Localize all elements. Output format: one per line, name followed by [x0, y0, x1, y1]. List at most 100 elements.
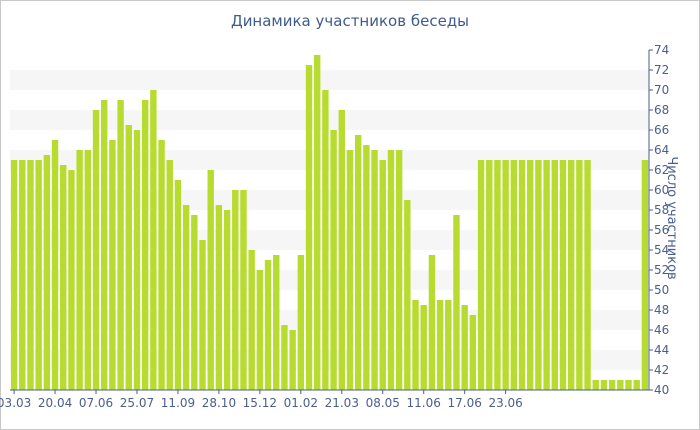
bar	[420, 305, 427, 390]
y-tick-label: 72	[654, 63, 669, 77]
x-tick-label: 21.03	[325, 396, 359, 410]
x-tick-label: 11.09	[161, 396, 195, 410]
bar	[338, 110, 345, 390]
grid-band	[10, 110, 649, 130]
bar	[305, 65, 313, 390]
bar	[445, 300, 452, 390]
y-tick-label: 64	[654, 143, 669, 157]
bar	[264, 260, 272, 390]
bar	[395, 150, 403, 390]
bar	[60, 165, 67, 390]
bar	[240, 190, 247, 390]
x-tick-label: 07.06	[79, 396, 113, 410]
bar	[641, 160, 649, 390]
bar	[289, 330, 296, 390]
bar	[527, 160, 534, 390]
bar	[469, 315, 477, 390]
bar	[314, 55, 321, 390]
bar	[600, 380, 608, 390]
bar	[535, 160, 542, 390]
x-tick-label: 11.06	[407, 396, 441, 410]
x-tick-label: 28.10	[202, 396, 236, 410]
bar	[543, 160, 550, 390]
bar	[92, 110, 100, 390]
bar	[297, 255, 305, 390]
bar	[453, 215, 460, 390]
y-tick-label: 58	[654, 203, 669, 217]
bar	[232, 190, 239, 390]
y-tick-label: 44	[654, 343, 669, 357]
bar	[363, 145, 370, 390]
bar	[379, 160, 386, 390]
bar	[215, 205, 223, 390]
bar	[477, 160, 485, 390]
bar	[19, 160, 26, 390]
bar	[322, 90, 329, 390]
bar	[625, 380, 632, 390]
x-tick-label: 15.12	[243, 396, 277, 410]
bar	[567, 160, 575, 390]
bar	[101, 100, 108, 390]
grid-band	[10, 70, 649, 90]
bar	[68, 170, 75, 390]
bar	[518, 160, 526, 390]
bar	[27, 160, 34, 390]
bar	[76, 150, 83, 390]
y-axis-label: Число участников	[664, 156, 679, 279]
bar	[551, 160, 558, 390]
y-axis: 40 42 44 46 48 50 52 54 56 58 60 62 64 66 68 70 72 74	[648, 43, 669, 397]
bar	[404, 200, 411, 390]
bar	[51, 140, 59, 390]
bar	[256, 270, 264, 390]
bars	[10, 55, 649, 390]
bar	[461, 305, 468, 390]
bar	[166, 160, 173, 390]
y-tick-label: 60	[654, 183, 669, 197]
bar	[428, 255, 436, 390]
bar	[559, 160, 567, 390]
bar	[346, 150, 354, 390]
bar	[592, 380, 599, 390]
y-tick-label: 52	[654, 263, 669, 277]
y-tick-label: 62	[654, 163, 669, 177]
bar	[248, 250, 255, 390]
x-axis: 03.03 20.04 07.06 25.07 11.09 28.10 15.12 01.02…	[0, 389, 649, 410]
bar	[510, 160, 518, 390]
bar	[608, 380, 616, 390]
bar	[281, 325, 288, 390]
bar	[133, 130, 141, 390]
y-tick-label: 68	[654, 103, 669, 117]
y-tick-label: 42	[654, 363, 669, 377]
bar	[412, 300, 419, 390]
y-tick-label: 46	[654, 323, 669, 337]
bar	[35, 160, 42, 390]
bar	[199, 240, 206, 390]
bar	[371, 150, 378, 390]
bar	[207, 170, 214, 390]
bar	[633, 380, 640, 390]
bar	[43, 155, 51, 390]
y-tick-label: 48	[654, 303, 669, 317]
bar	[330, 130, 337, 390]
bar	[84, 150, 92, 390]
x-tick-label: 25.07	[120, 396, 154, 410]
bar	[141, 100, 149, 390]
bar	[109, 140, 116, 390]
bar	[174, 180, 182, 390]
bar	[158, 140, 165, 390]
x-tick-label: 20.04	[38, 396, 72, 410]
bar	[150, 90, 157, 390]
x-tick-label: 17.06	[447, 396, 481, 410]
bar	[182, 205, 190, 390]
x-tick-label: 23.06	[488, 396, 522, 410]
bar	[273, 255, 280, 390]
bar	[387, 150, 395, 390]
bar	[10, 160, 18, 390]
y-tick-label: 54	[654, 243, 669, 257]
bar	[502, 160, 509, 390]
bar	[486, 160, 493, 390]
y-tick-label: 66	[654, 123, 669, 137]
y-tick-label: 50	[654, 283, 669, 297]
y-tick-label: 74	[654, 43, 669, 57]
bar	[617, 380, 624, 390]
